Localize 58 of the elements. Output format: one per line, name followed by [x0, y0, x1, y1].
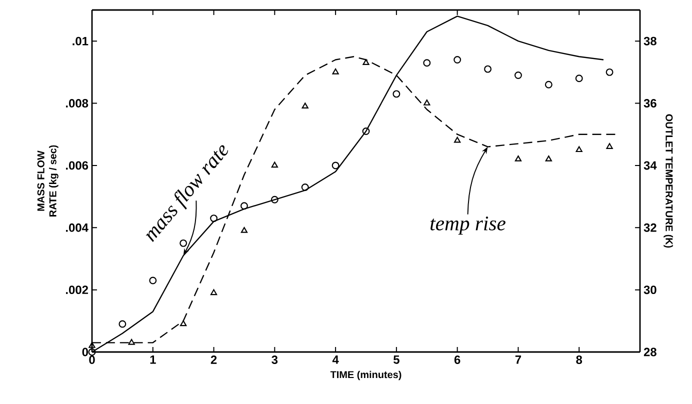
y-tick-label: 0 — [82, 348, 88, 356]
point — [118, 320, 126, 328]
point — [392, 90, 400, 98]
point — [128, 338, 135, 345]
x-tick-label: 4 — [332, 356, 339, 364]
point — [149, 276, 157, 284]
annotation: temp rise — [430, 216, 506, 235]
point — [576, 146, 582, 152]
x-axis-title: TIME (minutes) — [330, 370, 402, 380]
point — [606, 143, 613, 149]
x-tick-label: 0 — [89, 356, 95, 364]
x-tick-label: 6 — [454, 356, 460, 364]
point — [423, 59, 431, 67]
point — [575, 74, 583, 82]
x-tick-label: 3 — [272, 356, 278, 364]
point — [180, 320, 187, 326]
point — [210, 289, 218, 296]
point — [271, 162, 278, 168]
point — [362, 59, 370, 65]
y-axis-title: MASS FLOW RATE (kg / sec) — [37, 145, 58, 216]
y2-tick-label: 38 — [644, 36, 656, 46]
point — [302, 102, 308, 109]
x-tick-label: 8 — [576, 356, 582, 364]
y-tick-label: .01 — [72, 36, 88, 46]
x-tick-label: 1 — [150, 356, 156, 364]
point — [88, 348, 96, 356]
point — [240, 202, 248, 210]
point — [424, 100, 430, 106]
point — [210, 214, 218, 222]
y2-axis-title: OUTLET TEMPERATURE (K) — [664, 114, 673, 248]
point — [88, 342, 96, 348]
y-tick-label: .008 — [66, 99, 88, 108]
x-tick-label: 7 — [515, 356, 522, 364]
y2-tick-label: 34 — [644, 161, 657, 170]
x-tick-label: 5 — [393, 356, 400, 364]
point — [454, 136, 461, 143]
point — [240, 227, 248, 233]
y-tick-label: .002 — [66, 286, 88, 294]
y-tick-label: .004 — [66, 223, 88, 232]
point — [484, 65, 492, 73]
point — [270, 196, 278, 204]
point — [545, 155, 552, 162]
point — [332, 162, 340, 170]
y2-tick-label: 30 — [644, 286, 656, 294]
point — [514, 72, 522, 80]
point — [544, 80, 552, 88]
y2-tick-label: 36 — [644, 99, 656, 108]
y-tick-label: .006 — [66, 161, 88, 170]
y2-tick-label: 32 — [644, 223, 656, 232]
point — [454, 56, 462, 64]
x-tick-label: 2 — [210, 356, 217, 364]
y2-tick-label: 28 — [644, 348, 656, 356]
point — [514, 155, 522, 162]
point — [180, 239, 188, 247]
point — [606, 68, 614, 76]
point — [301, 183, 309, 191]
point — [332, 68, 339, 74]
point — [362, 128, 370, 135]
